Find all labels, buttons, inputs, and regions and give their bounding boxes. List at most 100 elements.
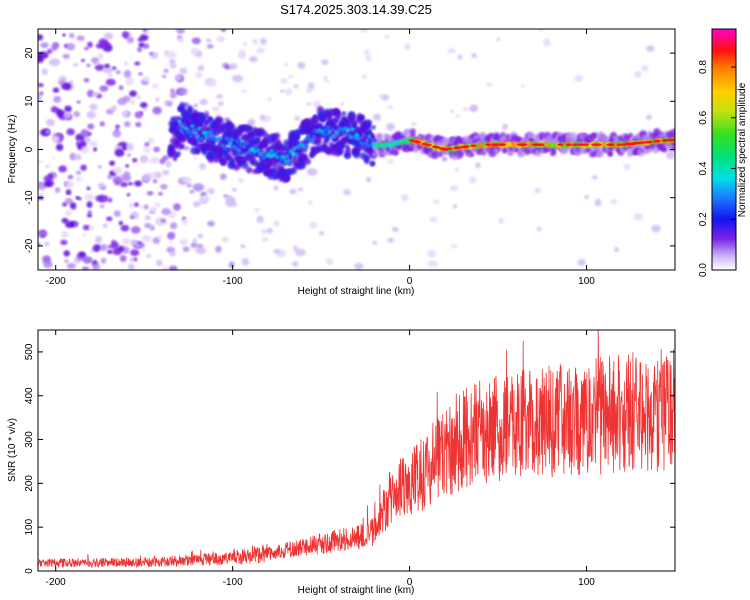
spectrogram-signal-core xyxy=(189,133,193,138)
spectrogram-signal-core xyxy=(285,154,289,159)
spectrogram-y-tick-label: 0 xyxy=(24,146,35,152)
spectrogram-noise-cell xyxy=(144,142,150,147)
spectrogram-noise-cell xyxy=(192,183,205,192)
spectrogram-signal-halo xyxy=(273,132,281,140)
spectrogram-noise-cell xyxy=(449,185,459,192)
spectrogram-noise-cell xyxy=(98,165,102,169)
spectrogram-signal-halo xyxy=(179,101,186,109)
spectrogram-signal-peak xyxy=(572,143,579,146)
spectrogram-noise-cell xyxy=(343,188,349,194)
spectrogram-noise-cell xyxy=(122,238,131,245)
spectrogram-noise-cell xyxy=(534,187,541,194)
spectrogram-noise-cell xyxy=(115,124,121,129)
spectrogram-signal-halo xyxy=(245,166,253,174)
spectrogram-signal-halo xyxy=(591,133,597,139)
spectrogram-signal-core xyxy=(327,130,332,134)
spectrogram-noise-cell xyxy=(73,110,81,118)
spectrogram-signal-halo xyxy=(229,157,235,164)
spectrogram-noise-cell xyxy=(241,89,247,94)
spectrogram-noise-cell xyxy=(133,257,138,262)
spectrogram-x-tick-label: 0 xyxy=(407,276,413,287)
spectrogram-noise-cell xyxy=(81,266,89,270)
spectrogram-signal-core xyxy=(257,148,261,153)
spectrogram-noise-cell xyxy=(318,230,325,236)
spectrogram-noise-cell xyxy=(176,37,185,43)
spectrogram-noise-cell xyxy=(248,56,258,63)
spectrogram-noise-cell xyxy=(43,181,52,187)
spectrogram-noise-cell xyxy=(170,222,178,230)
spectrogram-noise-cell xyxy=(134,180,143,187)
spectrogram-noise-cell xyxy=(164,100,169,106)
spectrogram-x-label: Height of straight line (km) xyxy=(298,286,415,297)
spectrogram-noise-cell xyxy=(584,194,589,200)
spectrogram-signal-halo xyxy=(441,156,448,162)
spectrogram-noise-cell xyxy=(666,151,675,160)
spectrogram-signal-core xyxy=(286,158,291,163)
spectrogram-noise-cell xyxy=(55,143,64,151)
spectrogram-noise-cell xyxy=(261,236,269,242)
colorbar: 0.0 0.2 0.4 0.6 0.8 Normalized spectral ampl… xyxy=(698,28,748,277)
spectrogram-signal-peak xyxy=(582,143,589,146)
spectrogram-noise-cell xyxy=(103,32,114,40)
spectrogram-signal-halo xyxy=(341,111,347,117)
spectrogram-noise-cell xyxy=(38,181,43,186)
spectrogram-noise-cell xyxy=(353,262,364,270)
spectrogram-noise-cell xyxy=(163,68,169,74)
spectrogram-signal-core xyxy=(274,151,278,156)
spectrogram-noise-cell xyxy=(162,155,169,162)
spectrogram-noise-cell xyxy=(128,202,135,209)
spectrogram-noise-cell xyxy=(199,98,208,106)
spectrogram-signal-halo xyxy=(342,138,348,143)
spectrogram-noise-cell xyxy=(126,192,131,197)
spectrogram-noise-cell xyxy=(86,63,91,68)
spectrogram-noise-cell xyxy=(591,175,598,180)
spectrogram-noise-cell xyxy=(153,146,160,153)
spectrogram-noise-cell xyxy=(139,102,148,108)
spectrogram-noise-cell xyxy=(113,166,123,175)
spectrogram-noise-cell xyxy=(87,210,92,215)
spectrogram-noise-cell xyxy=(205,38,212,43)
spectrogram-noise-cell xyxy=(306,102,312,106)
spectrogram-noise-cell xyxy=(105,78,116,86)
spectrogram-noise-cell xyxy=(496,37,501,42)
spectrogram-signal-peak xyxy=(425,143,432,147)
spectrogram-noise-cell xyxy=(641,64,649,72)
spectrogram-noise-cell xyxy=(144,222,152,229)
spectrogram-noise-cell xyxy=(260,229,267,234)
snr-axes: -200 -100 0 100 0 100 200 300 400 500 xyxy=(24,330,675,588)
spectrogram-noise-cell xyxy=(40,229,47,235)
spectrogram-signal-core xyxy=(237,150,241,154)
spectrogram-noise-cell xyxy=(372,240,378,246)
spectrogram-y-tick-label: -10 xyxy=(24,190,35,205)
spectrogram-noise-cell xyxy=(149,156,160,164)
spectrogram-signal-halo xyxy=(463,135,469,140)
spectrogram-noise-cell xyxy=(122,95,131,103)
spectrogram-noise-cell xyxy=(179,67,188,75)
spectrogram-noise-cell xyxy=(154,202,161,207)
spectrogram-noise-cell xyxy=(193,103,198,108)
colorbar-ticks: 0.0 0.2 0.4 0.6 0.8 xyxy=(698,60,736,277)
spectrogram-noise-cell xyxy=(129,99,136,105)
spectrogram-noise-cell xyxy=(107,72,114,78)
spectrogram-noise-cell xyxy=(293,84,299,89)
spectrogram-signal-core xyxy=(207,131,212,136)
spectrogram-noise-cell xyxy=(127,263,135,270)
spectrogram-noise-cell xyxy=(613,246,620,253)
spectrogram-signal-core xyxy=(187,129,192,134)
spectrogram-noise-cell xyxy=(364,49,370,56)
spectrogram-noise-cell xyxy=(221,236,229,243)
spectrogram-signal-core xyxy=(235,139,240,144)
spectrogram-signal-halo xyxy=(569,132,577,140)
spectrogram-x-tick-label: -200 xyxy=(46,276,66,287)
spectrogram-signal-core xyxy=(322,132,326,137)
spectrogram-noise-cell xyxy=(78,251,86,258)
spectrogram-noise-cell xyxy=(233,202,238,207)
spectrogram-noise-cell xyxy=(168,251,176,257)
spectrogram-signal-core xyxy=(312,134,316,139)
spectrogram-noise-cell xyxy=(189,189,195,194)
snr-plot-area xyxy=(38,330,675,569)
spectrogram-noise-cell xyxy=(191,37,201,45)
spectrogram-noise-cell xyxy=(98,182,106,189)
spectrogram-noise-cell xyxy=(135,95,142,100)
